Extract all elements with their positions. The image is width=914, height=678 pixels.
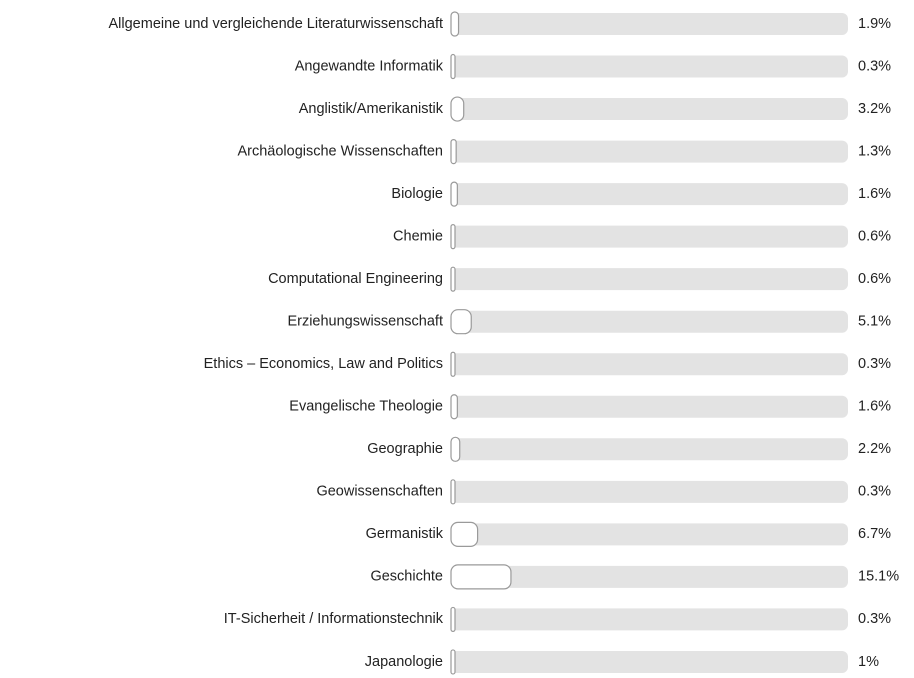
value-label: 0.3% xyxy=(858,356,891,372)
category-label: Biologie xyxy=(391,186,443,202)
track xyxy=(451,98,848,121)
value-label: 0.3% xyxy=(858,58,891,74)
value-label: 1.6% xyxy=(858,186,891,202)
category-label: Erziehungswissenschaft xyxy=(287,314,443,330)
bar xyxy=(450,649,456,675)
track xyxy=(451,608,848,631)
category-label: Chemie xyxy=(393,228,443,244)
value-label: 15.1% xyxy=(858,569,899,585)
bar xyxy=(450,138,457,165)
bar xyxy=(450,564,512,590)
value-label: 0.6% xyxy=(858,271,891,287)
category-label: Archäologische Wissenschaften xyxy=(237,143,443,159)
category-label: Geowissenschaften xyxy=(316,484,443,500)
bar xyxy=(450,266,456,292)
bar xyxy=(450,606,456,633)
track xyxy=(451,310,848,333)
category-label: Anglistik/Amerikanistik xyxy=(299,101,444,117)
bar xyxy=(450,351,456,377)
track xyxy=(451,353,848,376)
category-label: Allgemeine und vergleichende Literaturwi… xyxy=(109,16,444,32)
category-label: IT-Sicherheit / Informationstechnik xyxy=(224,611,444,627)
bar xyxy=(450,11,460,37)
bar xyxy=(450,309,472,335)
bar xyxy=(450,96,465,122)
track xyxy=(451,650,848,673)
value-label: 1.6% xyxy=(858,399,891,415)
category-label: Angewandte Informatik xyxy=(295,58,444,74)
track xyxy=(451,438,848,461)
value-label: 1% xyxy=(858,654,879,670)
category-label: Germanistik xyxy=(366,526,444,542)
track xyxy=(451,480,848,503)
track xyxy=(451,565,848,588)
bar xyxy=(450,181,458,207)
track xyxy=(451,523,848,546)
category-label: Ethics – Economics, Law and Politics xyxy=(204,356,443,372)
bar xyxy=(450,479,456,505)
category-label: Evangelische Theologie xyxy=(289,399,443,415)
category-label: Japanologie xyxy=(365,654,443,670)
bar xyxy=(450,521,479,547)
bar xyxy=(450,224,456,250)
value-label: 3.2% xyxy=(858,101,891,117)
value-label: 0.3% xyxy=(858,611,891,627)
value-label: 1.9% xyxy=(858,16,891,32)
value-label: 0.3% xyxy=(858,484,891,500)
track xyxy=(451,140,848,163)
category-label: Computational Engineering xyxy=(268,271,443,287)
value-label: 2.2% xyxy=(858,441,891,457)
track xyxy=(451,55,848,78)
value-label: 0.6% xyxy=(858,228,891,244)
bar xyxy=(450,436,461,462)
track xyxy=(451,225,848,248)
track xyxy=(451,395,848,418)
track xyxy=(451,13,848,35)
value-label: 6.7% xyxy=(858,526,891,542)
track xyxy=(451,183,848,206)
value-label: 5.1% xyxy=(858,314,891,330)
value-label: 1.3% xyxy=(858,143,891,159)
bar xyxy=(450,394,458,420)
bar xyxy=(450,53,456,80)
category-label: Geographie xyxy=(367,441,443,457)
category-label: Geschichte xyxy=(370,569,443,585)
track xyxy=(451,268,848,291)
